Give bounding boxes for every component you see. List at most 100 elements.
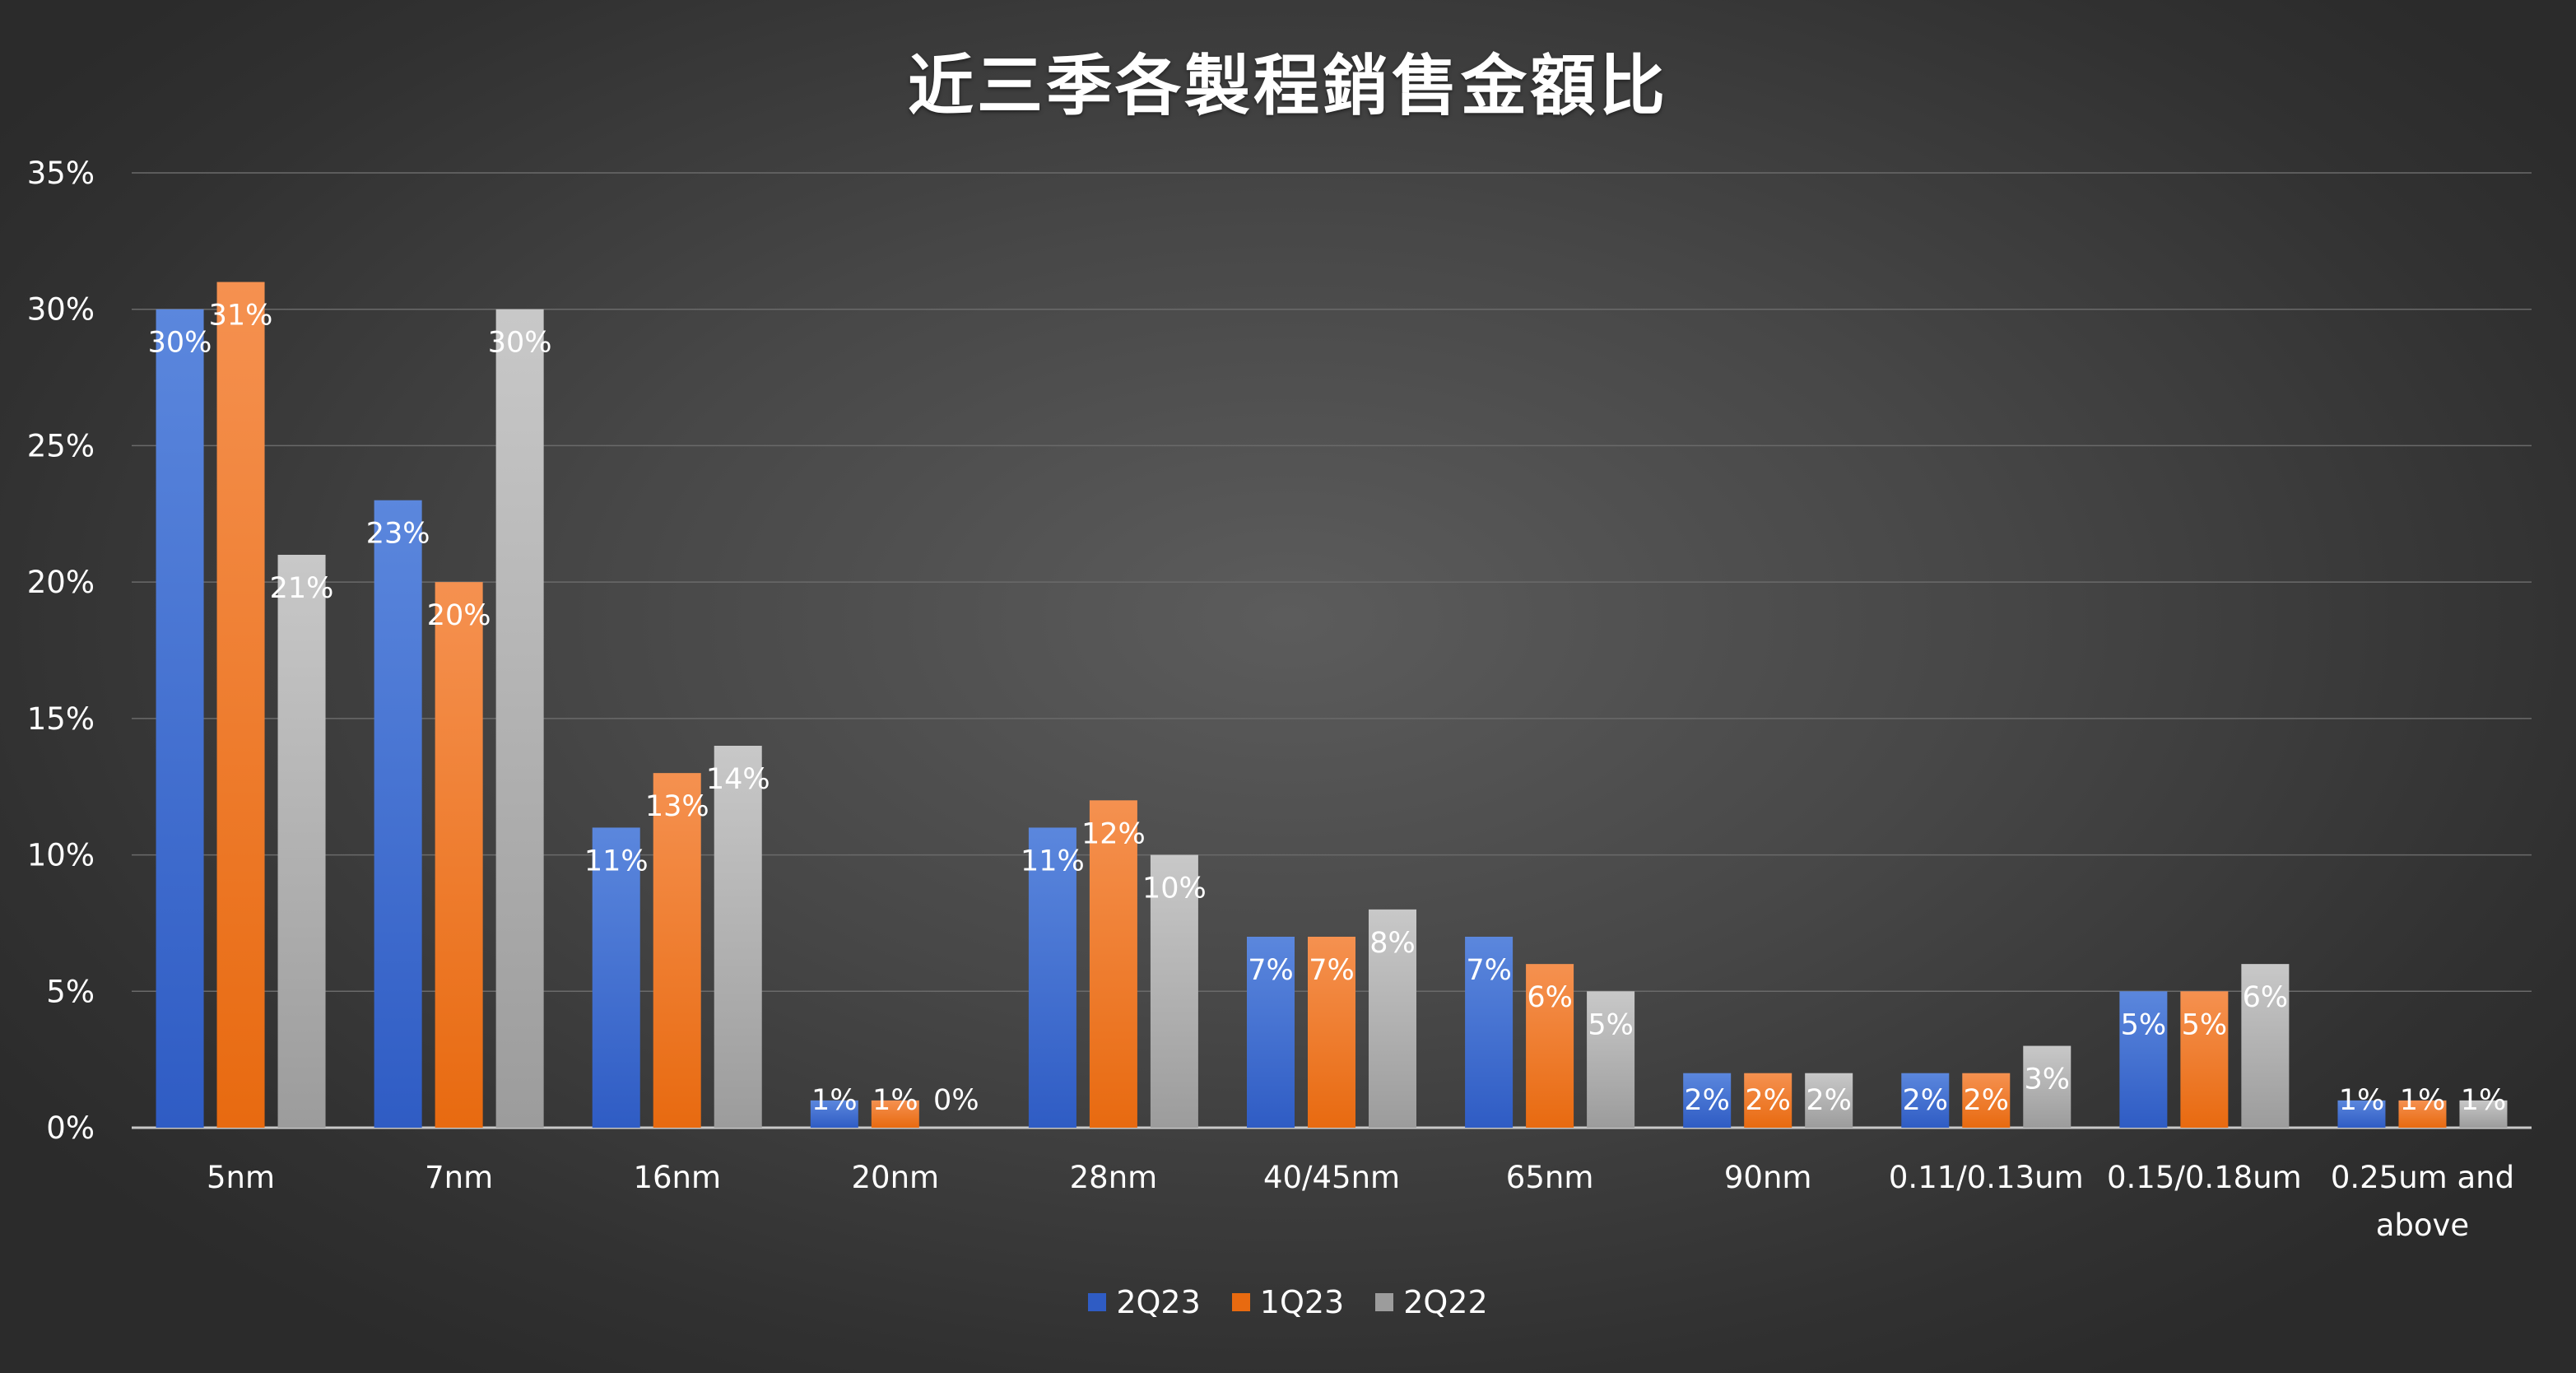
bar-2q22 (1805, 1073, 1853, 1128)
data-label: 23% (366, 518, 430, 551)
legend-item-1q23: 1Q23 (1231, 1284, 1345, 1320)
data-label: 2% (1684, 1084, 1730, 1117)
y-tick-label: 0% (46, 1110, 95, 1146)
x-tick-label: 40/45nm (1263, 1160, 1400, 1195)
bar-2q23 (1028, 827, 1076, 1128)
bar-2q22 (2459, 1100, 2508, 1128)
legend-swatch (1375, 1293, 1394, 1311)
data-labels: 30%31%21%23%20%30%11%13%14%1% 1% 0%11%12%1… (148, 300, 2507, 1117)
bar-1q23 (2180, 991, 2229, 1128)
x-tick-label: 0.15/0.18um (2107, 1160, 2302, 1195)
data-label: 1% (811, 1084, 858, 1117)
y-tick-label: 20% (27, 565, 95, 600)
data-label: 2% (1964, 1084, 2010, 1117)
bar-1q23 (1308, 937, 1355, 1128)
data-label: 2% (1806, 1084, 1852, 1117)
bar-2q22 (714, 746, 762, 1128)
x-axis-ticks: 5nm 7nm 16nm 20nm 28nm 40/45nm 65nm 90nm 0.11/0.… (207, 1160, 2514, 1243)
bars (156, 282, 2508, 1129)
x-tick-label: 90nm (1724, 1160, 1812, 1195)
data-label: 2% (1903, 1084, 1949, 1117)
x-tick-label: 28nm (1070, 1160, 1158, 1195)
data-label: 1% (2339, 1084, 2385, 1117)
bar-1q23 (1526, 964, 1574, 1128)
data-label: 12% (1081, 817, 1146, 850)
y-tick-label: 25% (27, 428, 95, 463)
data-label: 7% (1309, 954, 1355, 987)
bar-2q22 (1587, 991, 1635, 1128)
bar-1q23 (216, 282, 265, 1129)
bar-2q23 (1683, 1073, 1732, 1128)
bar-1q23 (1089, 800, 1137, 1128)
data-label: 30% (488, 327, 552, 360)
bar-2q22 (277, 555, 326, 1128)
data-label: 6% (1527, 981, 1573, 1014)
bar-1q23 (1962, 1073, 2011, 1128)
data-label: 20% (427, 599, 491, 632)
bar-1q23 (435, 582, 483, 1128)
bar-2q23 (374, 500, 422, 1128)
data-label: 8% (1369, 927, 1416, 960)
legend-swatch (1088, 1293, 1107, 1311)
data-label: 11% (1021, 845, 1085, 877)
data-label: 7% (1248, 954, 1294, 987)
data-label: 5% (2182, 1008, 2228, 1041)
data-label: 10% (1142, 873, 1207, 905)
bar-1q23 (871, 1100, 919, 1128)
bar-1q23 (1744, 1073, 1793, 1128)
data-label: 0% (933, 1084, 979, 1117)
data-label: 11% (584, 845, 649, 877)
bar-2q22 (1150, 854, 1198, 1128)
legend: 2Q23 1Q23 2Q22 (0, 1284, 2576, 1320)
data-label: 1% (2461, 1084, 2507, 1117)
data-label: 2% (1745, 1084, 1791, 1117)
bar-2q22 (2023, 1045, 2071, 1128)
data-label: 6% (2243, 981, 2289, 1014)
data-label: 30% (148, 327, 212, 360)
bar-2q23 (2337, 1100, 2386, 1128)
bar-1q23 (653, 773, 701, 1128)
x-tick-label: 0.11/0.13um (1889, 1160, 2084, 1195)
legend-item-2q22: 2Q22 (1375, 1284, 1488, 1320)
legend-item-2q23: 2Q23 (1088, 1284, 1201, 1320)
x-tick-label: 7nm (425, 1160, 493, 1195)
bar-2q23 (810, 1100, 858, 1128)
bar-2q23 (1901, 1073, 1950, 1128)
data-label: 5% (1588, 1008, 1634, 1041)
bar-2q22 (1369, 909, 1416, 1128)
legend-label: 2Q22 (1403, 1284, 1488, 1320)
legend-swatch (1231, 1293, 1250, 1311)
y-tick-label: 5% (46, 974, 95, 1009)
bar-2q23 (592, 827, 640, 1128)
legend-label: 1Q23 (1259, 1284, 1345, 1320)
y-tick-label: 15% (27, 701, 95, 737)
bar-2q23 (1465, 937, 1514, 1128)
x-tick-label: 16nm (633, 1160, 721, 1195)
x-tick-label: 65nm (1506, 1160, 1594, 1195)
data-label: 3% (2025, 1063, 2071, 1096)
data-label: 1% (2400, 1084, 2446, 1117)
y-tick-label: 30% (27, 292, 95, 328)
data-label: 14% (706, 763, 770, 796)
y-tick-label: 35% (27, 156, 95, 191)
x-tick-label: 0.25um and above (2331, 1160, 2514, 1243)
bar-2q23 (1247, 937, 1295, 1128)
y-tick-label: 10% (27, 838, 95, 873)
bar-2q23 (156, 309, 204, 1128)
x-tick-label: 20nm (852, 1160, 940, 1195)
data-label: 21% (270, 572, 334, 605)
bar-2q22 (495, 309, 544, 1128)
x-tick-label: 5nm (207, 1160, 275, 1195)
bar-2q23 (2119, 991, 2168, 1128)
data-label: 7% (1466, 954, 1512, 987)
data-label: 5% (2121, 1008, 2167, 1041)
legend-label: 2Q23 (1116, 1284, 1201, 1320)
bar-1q23 (2398, 1100, 2447, 1128)
chart-title: 近三季各製程銷售金額比 (908, 48, 1668, 124)
data-label: 1% (872, 1084, 918, 1117)
data-label: 31% (209, 300, 273, 333)
bar-2q22 (2241, 964, 2290, 1128)
y-axis-ticks: 0% 5% 10% 15% 20% 25% 30% 35% (27, 156, 95, 1146)
